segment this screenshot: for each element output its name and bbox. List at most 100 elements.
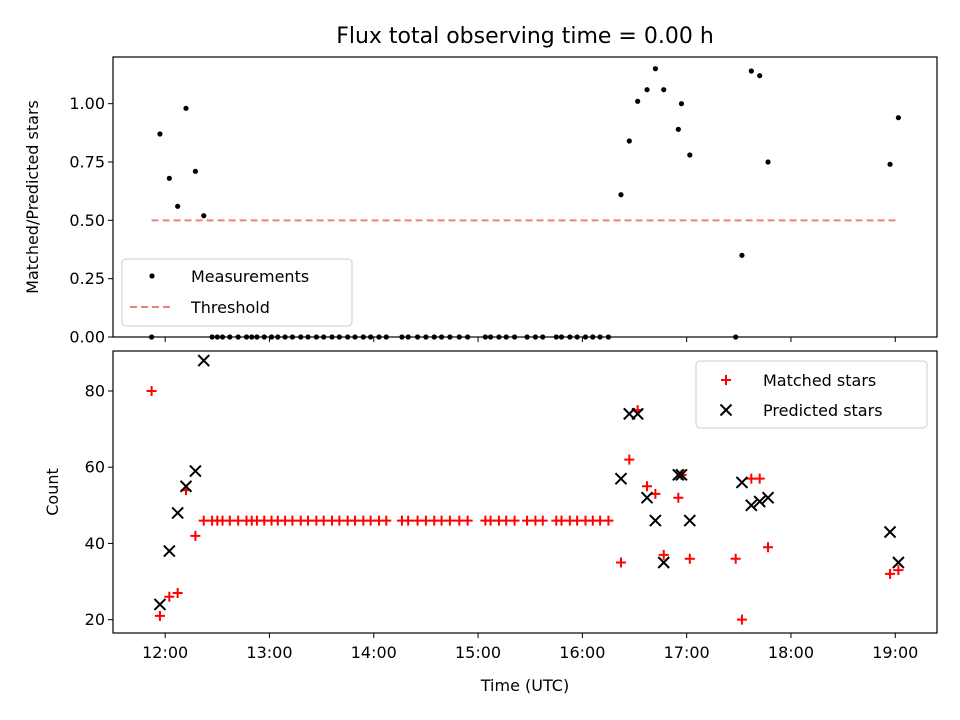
- legend-matched-label: Matched stars: [763, 371, 876, 390]
- y-tick-label: 0.75: [69, 153, 105, 172]
- matched-star-point: [462, 515, 473, 526]
- top-x-ticks: [164, 337, 896, 342]
- matched-star-point: [746, 473, 757, 484]
- matched-star-point: [287, 515, 298, 526]
- matched-star-point: [603, 515, 614, 526]
- measurement-point: [895, 115, 902, 121]
- predicted-star-point: [189, 464, 202, 478]
- matched-star-point: [572, 515, 583, 526]
- matched-star-point: [403, 515, 414, 526]
- matched-star-point: [595, 515, 606, 526]
- legend-box: [121, 258, 353, 327]
- bottom-y-axis-label: Count: [43, 468, 62, 516]
- matched-star-point: [164, 591, 175, 602]
- matched-star-point: [412, 515, 423, 526]
- measurement-point: [652, 66, 658, 72]
- measurement-point: [739, 252, 745, 258]
- predicted-star-point: [753, 495, 766, 508]
- bottom-plot-area: [146, 354, 905, 625]
- matched-star-point: [444, 515, 455, 526]
- matched-star-point: [673, 492, 684, 503]
- predicted-star-point: [683, 514, 697, 527]
- top-y-axis-label: Matched/Predicted stars: [23, 100, 42, 294]
- figure-title: Flux total observing time = 0.00 h: [336, 24, 714, 49]
- measurement-point: [765, 159, 771, 165]
- measurement-point: [644, 87, 650, 93]
- predicted-star-point: [892, 556, 905, 569]
- predicted-star-point: [745, 499, 758, 512]
- matched-star-point: [736, 614, 747, 625]
- predicted-star-point: [631, 407, 644, 421]
- y-tick-label: 80: [85, 382, 105, 401]
- x-tick-label: 17:00: [664, 643, 710, 662]
- x-tick-label: 16:00: [559, 643, 605, 662]
- predicted-star-point: [179, 480, 193, 493]
- predicted-star-point: [672, 468, 685, 482]
- matched-star-point: [754, 473, 765, 484]
- predicted-star-point: [649, 514, 662, 527]
- matched-star-point: [190, 530, 201, 541]
- x-axis-label: Time (UTC): [480, 676, 569, 695]
- bottom-y-ticks: 20 40 60 80: [85, 382, 113, 629]
- predicted-star-point: [761, 491, 775, 504]
- x-tick-label: 15:00: [455, 643, 501, 662]
- matched-star-point: [763, 542, 774, 553]
- legend-matched-marker: [721, 375, 731, 385]
- legend-threshold-label: Threshold: [190, 298, 270, 317]
- top-axes-frame: [112, 56, 938, 338]
- measurement-point: [157, 131, 163, 137]
- legend-measurements-label: Measurements: [191, 267, 309, 286]
- measurement-point: [183, 105, 189, 111]
- x-tick-label: 14:00: [351, 643, 397, 662]
- top-y-ticks: 0.00 0.25 0.50 0.75 1.00: [69, 94, 113, 347]
- matched-star-point: [198, 515, 209, 526]
- y-tick-label: 0.50: [69, 211, 105, 230]
- matched-star-point: [501, 515, 512, 526]
- matched-star-point: [885, 568, 896, 579]
- matched-star-point: [537, 515, 548, 526]
- predicted-star-point: [197, 354, 210, 367]
- legend-predicted-label: Predicted stars: [763, 401, 883, 420]
- measurement-point: [661, 87, 667, 93]
- predicted-star-point: [883, 525, 897, 539]
- measurement-point: [201, 213, 207, 219]
- measurement-point: [678, 101, 685, 107]
- matched-star-point: [642, 481, 653, 492]
- measurement-point: [192, 168, 198, 174]
- top-panel: 0.00 0.25 0.50 0.75 1.00 Matched/Predicted s…: [23, 56, 938, 347]
- matched-star-point: [522, 515, 533, 526]
- predicted-star-point: [640, 491, 654, 504]
- matched-star-point: [684, 553, 695, 564]
- legend-measurement-marker: [149, 273, 155, 279]
- measurement-point: [748, 68, 754, 74]
- matched-star-point: [365, 515, 376, 526]
- matched-star-point: [233, 515, 244, 526]
- measurement-point: [887, 161, 893, 167]
- top-legend: Measurements Threshold: [121, 258, 353, 327]
- measurement-point: [166, 175, 172, 181]
- matched-star-point: [893, 565, 904, 576]
- matched-star-point: [420, 515, 431, 526]
- y-tick-label: 60: [85, 458, 105, 477]
- matched-star-point: [730, 553, 741, 564]
- matched-star-point: [624, 454, 635, 465]
- matched-star-point: [454, 515, 465, 526]
- measurement-point: [635, 98, 641, 104]
- y-tick-label: 0.00: [69, 328, 105, 347]
- matched-star-point: [485, 515, 496, 526]
- measurement-point: [687, 152, 693, 158]
- predicted-star-point: [675, 468, 688, 482]
- measurement-point: [175, 203, 181, 209]
- x-tick-label: 12:00: [142, 643, 188, 662]
- matched-star-point: [615, 557, 626, 568]
- predicted-star-point: [657, 556, 670, 569]
- matched-star-point: [154, 610, 165, 621]
- predicted-star-point: [153, 598, 167, 611]
- bottom-legend: Matched stars Predicted stars: [695, 360, 928, 429]
- matched-star-point: [303, 515, 314, 526]
- matched-star-point: [509, 515, 520, 526]
- bottom-axes-frame: [112, 350, 938, 634]
- predicted-star-point: [735, 476, 749, 489]
